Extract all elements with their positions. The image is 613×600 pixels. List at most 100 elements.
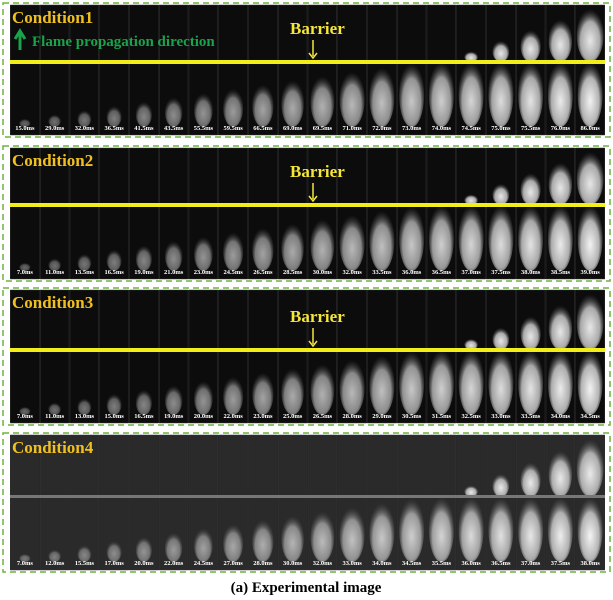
flame [136, 102, 152, 127]
timestamp: 28.5ms [283, 269, 303, 276]
flame [223, 524, 243, 562]
flame [488, 62, 513, 127]
timestamp: 74.0ms [432, 125, 452, 132]
timestamp: 36.0ms [402, 269, 422, 276]
timestamp: 38.0ms [580, 560, 600, 567]
flame [518, 205, 543, 271]
timestamp: 32.5ms [461, 413, 481, 420]
timestamp: 35.5ms [432, 560, 452, 567]
timestamp: 16.5ms [104, 269, 124, 276]
condition-label: Condition1 [12, 8, 93, 27]
barrier-line [10, 203, 605, 207]
flame [578, 350, 603, 415]
flame [340, 215, 365, 271]
timestamp: 7.0ms [17, 413, 34, 420]
flame [399, 63, 424, 127]
flame-upper [493, 328, 510, 350]
flame [578, 62, 603, 127]
timestamp: 38.0ms [521, 269, 541, 276]
timestamp: 28.0ms [253, 560, 273, 567]
timestamp: 36.5ms [491, 560, 511, 567]
flame [459, 62, 484, 127]
flame [252, 373, 273, 415]
panel-background [10, 435, 605, 570]
flame-upper [549, 305, 572, 350]
flame-upper [577, 9, 604, 62]
flame [311, 364, 335, 415]
flame [518, 62, 543, 127]
timestamp: 26.5ms [253, 269, 273, 276]
timestamp: 16.5ms [134, 413, 154, 420]
flame [459, 497, 484, 562]
timestamp: 37.0ms [461, 269, 481, 276]
barrier-label: Barrier [290, 19, 345, 38]
timestamp: 11.0ms [45, 413, 64, 420]
timestamp: 23.0ms [253, 413, 273, 420]
flame [548, 205, 573, 271]
timestamp: 28.0ms [342, 413, 362, 420]
timestamp: 15.0ms [15, 125, 35, 132]
timestamp: 25.0ms [283, 413, 303, 420]
flame [281, 80, 303, 127]
timestamp: 38.5ms [551, 269, 571, 276]
timestamp: 20.0ms [194, 413, 214, 420]
timestamp: 39.0ms [580, 269, 600, 276]
flame-upper [549, 20, 572, 62]
flame [340, 507, 365, 562]
timestamp: 55.5ms [194, 125, 214, 132]
flame [107, 250, 122, 271]
timestamp: 37.0ms [521, 560, 541, 567]
timestamp: 37.5ms [551, 560, 571, 567]
flame [429, 350, 454, 415]
timestamp: 69.5ms [313, 125, 333, 132]
flame [518, 497, 543, 562]
flame [399, 206, 424, 271]
condition-label: Condition3 [12, 293, 93, 312]
timestamp: 34.5ms [580, 413, 600, 420]
timestamp: 21.0ms [164, 269, 184, 276]
figure: (a) Experimental image 15.0ms29.0ms32.0m… [0, 0, 613, 600]
timestamp: 7.0ms [17, 269, 34, 276]
timestamp: 24.5ms [194, 560, 214, 567]
barrier-label: Barrier [290, 307, 345, 326]
flame [369, 502, 394, 562]
flame [223, 232, 243, 271]
flame [165, 97, 182, 127]
timestamp: 29.0ms [372, 413, 392, 420]
direction-label: Flame propagation direction [32, 34, 215, 50]
flame [488, 497, 513, 562]
timestamp: 73.0ms [402, 125, 422, 132]
timestamp: 34.0ms [551, 413, 571, 420]
flame [281, 224, 303, 271]
divider [10, 495, 605, 498]
flame [340, 72, 365, 127]
flame-upper [521, 173, 541, 205]
timestamp: 75.5ms [521, 125, 541, 132]
barrier-line [10, 348, 605, 352]
timestamp: 17.0ms [104, 560, 124, 567]
timestamp: 19.0ms [164, 413, 184, 420]
flame [252, 228, 273, 271]
flame [136, 245, 152, 271]
flame-upper [493, 474, 510, 497]
flame [194, 528, 213, 562]
flame [194, 381, 213, 415]
flame [369, 211, 394, 271]
flame [488, 205, 513, 271]
timestamp: 19.0ms [134, 269, 154, 276]
timestamp: 69.0ms [283, 125, 303, 132]
timestamp: 22.0ms [223, 413, 243, 420]
flame [488, 350, 513, 415]
timestamp: 32.0ms [342, 269, 362, 276]
flame [165, 385, 182, 415]
flame [281, 515, 303, 562]
timestamp: 20.0ms [134, 560, 154, 567]
timestamp: 12.0ms [45, 560, 65, 567]
flame-upper [549, 451, 572, 497]
barrier-line [10, 60, 605, 64]
timestamp: 43.5ms [164, 125, 184, 132]
timestamp: 33.0ms [491, 413, 511, 420]
flame [548, 497, 573, 562]
timestamp: 36.0ms [461, 560, 481, 567]
flame [165, 241, 182, 271]
